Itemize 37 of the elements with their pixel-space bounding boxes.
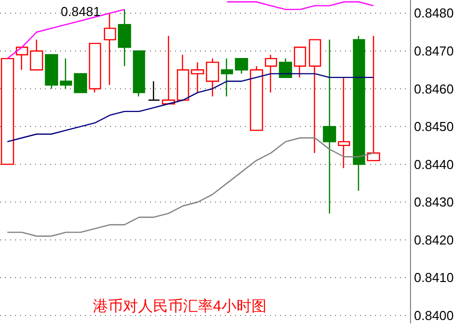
candlestick <box>132 50 146 97</box>
candlestick <box>162 35 176 104</box>
candlestick <box>16 46 28 70</box>
candlestick <box>148 80 160 101</box>
candlestick <box>190 62 204 94</box>
y-tick-label: 0.8480 <box>414 6 454 21</box>
candlestick <box>250 66 264 131</box>
candlestick <box>338 76 350 169</box>
y-tick-label: 0.8470 <box>414 44 454 58</box>
candlestick <box>234 58 248 74</box>
candlestick <box>366 35 380 162</box>
text: 港币对人民币汇率4小时图 <box>93 298 266 315</box>
y-tick-label: 0.8430 <box>414 194 454 210</box>
y-tick-label: 0.8410 <box>414 270 454 286</box>
candlestick <box>322 39 336 214</box>
candlestick <box>118 8 132 67</box>
y-tick-label: 0.8420 <box>414 232 454 248</box>
candlestick <box>352 35 366 192</box>
candlestick <box>308 39 322 154</box>
y-tick-label: 0.8450 <box>414 119 454 134</box>
candlestick <box>0 58 14 165</box>
candlestick <box>220 58 234 97</box>
candlestick <box>74 73 88 94</box>
candlestick <box>88 42 102 94</box>
candlestick <box>30 39 44 70</box>
candlestick <box>294 46 306 78</box>
annotation: 0.8481 <box>60 4 100 19</box>
candlestick <box>60 58 72 90</box>
y-tick-label: 0.8440 <box>414 156 454 172</box>
candlestick <box>104 12 116 86</box>
line-series <box>6 73 374 142</box>
y-tick-label: 0.8460 <box>414 81 454 96</box>
y-tick-label: 0.8400 <box>414 308 454 323</box>
candlestick <box>176 54 190 101</box>
candlestick <box>206 58 220 97</box>
candlestick <box>264 54 278 94</box>
candlestick <box>44 54 58 90</box>
